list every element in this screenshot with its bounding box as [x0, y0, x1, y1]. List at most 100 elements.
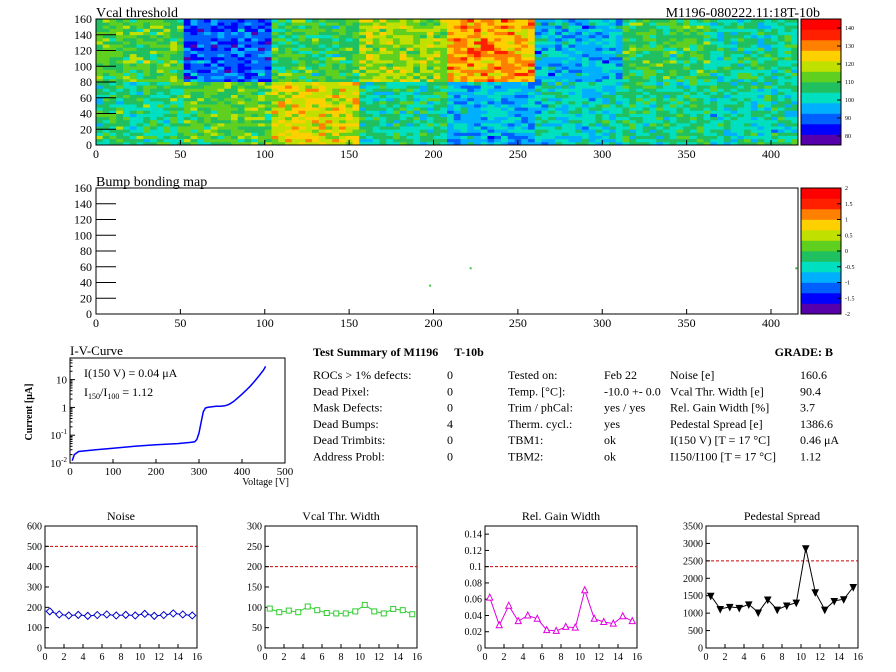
- heatmap-cell: [244, 25, 252, 29]
- heatmap-cell: [366, 113, 374, 118]
- heatmap-cell: [791, 44, 799, 48]
- heatmap-cell: [271, 31, 279, 36]
- heatmap-cell: [737, 75, 745, 80]
- heatmap-cell: [649, 75, 657, 80]
- heatmap-cell: [460, 72, 468, 77]
- gain-width-point: [618, 611, 627, 620]
- heatmap-cell: [210, 132, 218, 136]
- heatmap-cell: [663, 44, 671, 48]
- heatmap-cell: [737, 66, 745, 70]
- heatmap-cell: [764, 100, 772, 105]
- heatmap-cell: [777, 129, 785, 133]
- heatmap-cell: [96, 135, 104, 140]
- heatmap-cell: [507, 132, 515, 136]
- heatmap-cell: [683, 66, 691, 70]
- heatmap-cell: [224, 122, 232, 127]
- heatmap-cell: [750, 132, 758, 136]
- heatmap-cell: [636, 75, 644, 80]
- heatmap-cell: [325, 88, 333, 92]
- heatmap-cell: [696, 116, 704, 121]
- heatmap-cell: [501, 126, 509, 130]
- heatmap-cell: [629, 122, 637, 127]
- heatmap-cell: [352, 56, 360, 61]
- heatmap-cell: [534, 28, 542, 32]
- heatmap-cell: [595, 132, 603, 136]
- heatmap-cell: [399, 69, 407, 73]
- heatmap-cell: [170, 63, 178, 67]
- heatmap-cell: [271, 78, 279, 83]
- heatmap-cell: [548, 91, 556, 95]
- heatmap-cell: [359, 41, 367, 45]
- heatmap-cell: [177, 122, 185, 127]
- heatmap-cell: [136, 104, 144, 108]
- heatmap-cell: [413, 116, 421, 121]
- heatmap-cell: [750, 19, 758, 23]
- heatmap-cell: [264, 25, 272, 29]
- heatmap-cell: [177, 75, 185, 80]
- noise-ytick-label: 300: [27, 583, 42, 594]
- heatmap-cell: [291, 63, 299, 67]
- heatmap-cell: [723, 53, 731, 58]
- heatmap-cell: [636, 41, 644, 45]
- heatmap-cell: [534, 110, 542, 114]
- heatmap-cell: [561, 104, 569, 108]
- heatmap-cell: [291, 113, 299, 118]
- heatmap-cell: [453, 69, 461, 73]
- heatmap-cell: [96, 25, 104, 29]
- vcal-width-ytick-label: 200: [247, 562, 262, 573]
- heatmap-cell: [359, 122, 367, 127]
- heatmap-cell: [278, 25, 286, 29]
- heatmap-cell: [474, 31, 482, 36]
- heatmap-cell: [521, 44, 529, 48]
- heatmap-cell: [231, 53, 239, 58]
- heatmap-cell: [494, 119, 502, 124]
- heatmap-cell: [501, 22, 509, 26]
- heatmap-cell: [312, 31, 320, 36]
- heatmap-cell: [730, 37, 738, 42]
- pedestal-spread-xtick-label: 12: [815, 652, 825, 663]
- vcal-ytick-label: 60: [80, 91, 92, 105]
- heatmap-cell: [507, 53, 515, 58]
- heatmap-cell: [460, 66, 468, 70]
- heatmap-cell: [251, 50, 259, 55]
- heatmap-cell: [325, 50, 333, 55]
- heatmap-cell: [440, 19, 448, 23]
- heatmap-cell: [750, 22, 758, 26]
- heatmap-cell: [474, 97, 482, 102]
- heatmap-cell: [204, 63, 212, 67]
- heatmap-cell: [217, 41, 225, 45]
- gain-width-point: [609, 618, 618, 627]
- heatmap-cell: [102, 110, 110, 114]
- heatmap-cell: [656, 100, 664, 105]
- heatmap-cell: [426, 66, 434, 70]
- heatmap-cell: [420, 78, 428, 83]
- heatmap-cell: [116, 22, 124, 26]
- heatmap-cell: [690, 141, 698, 146]
- heatmap-cell: [224, 113, 232, 118]
- heatmap-cell: [251, 141, 259, 146]
- heatmap-cell: [777, 63, 785, 67]
- heatmap-cell: [528, 47, 536, 51]
- heatmap-cell: [278, 97, 286, 102]
- heatmap-cell: [183, 78, 191, 83]
- heatmap-cell: [433, 107, 441, 111]
- heatmap-cell: [116, 97, 124, 102]
- heatmap-cell: [501, 85, 509, 89]
- heatmap-cell: [764, 122, 772, 127]
- heatmap-cell: [278, 75, 286, 80]
- heatmap-cell: [96, 69, 104, 73]
- iv-ratio-i: I: [84, 385, 88, 399]
- heatmap-cell: [318, 104, 326, 108]
- heatmap-cell: [487, 104, 495, 108]
- heatmap-cell: [460, 69, 468, 73]
- heatmap-cell: [487, 63, 495, 67]
- heatmap-cell: [602, 88, 610, 92]
- heatmap-cell: [399, 116, 407, 121]
- heatmap-cell: [244, 75, 252, 80]
- heatmap-cell: [791, 141, 799, 146]
- heatmap-cell: [622, 25, 630, 29]
- heatmap-cell: [791, 110, 799, 114]
- heatmap-cell: [447, 63, 455, 67]
- heatmap-cell: [278, 132, 286, 136]
- heatmap-cell: [197, 135, 205, 140]
